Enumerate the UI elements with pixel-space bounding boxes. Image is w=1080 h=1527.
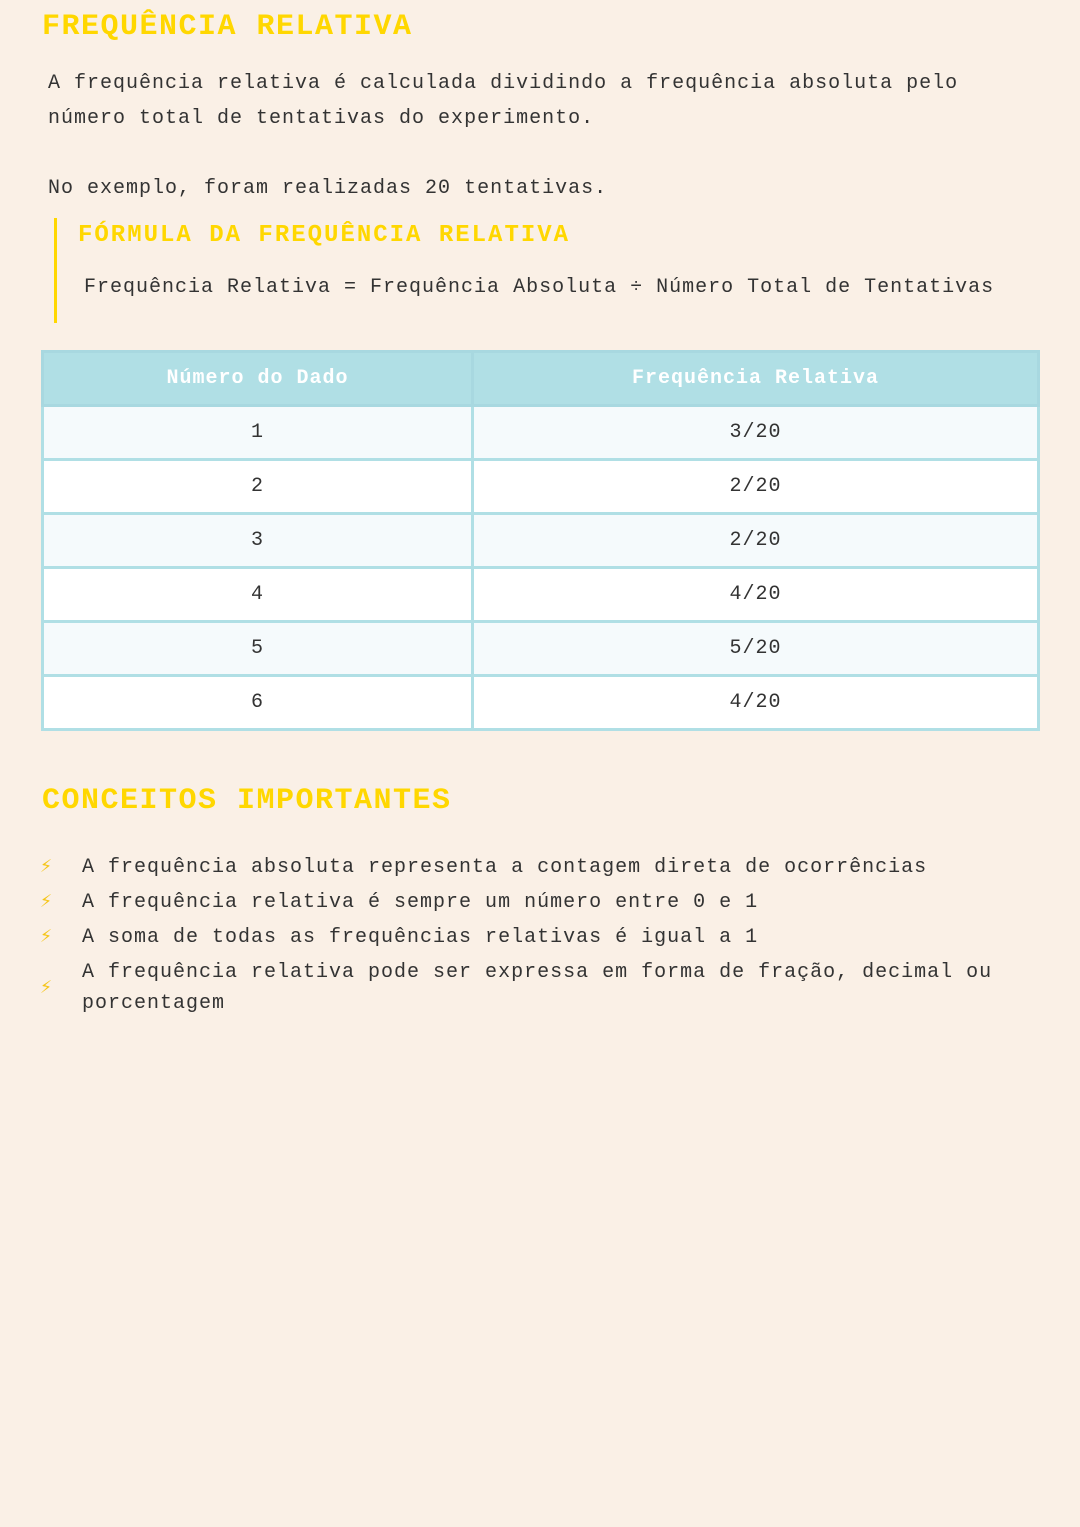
concepts-list: ⚡ A frequência absoluta representa a cont… [40, 852, 1040, 1023]
table-cell: 4/20 [471, 674, 1040, 731]
table-row: 5 5/20 [41, 620, 1040, 677]
formula-box: FÓRMULA DA FREQUÊNCIA RELATIVA Frequênci… [54, 218, 1047, 323]
table-row: 3 2/20 [41, 512, 1040, 569]
lightning-icon: ⚡ [40, 976, 54, 1000]
table-cell: 3 [41, 512, 474, 569]
lightning-icon: ⚡ [40, 856, 54, 879]
table-header-row: Número do Dado Frequência Relativa [41, 350, 1040, 407]
concepts-heading: CONCEITOS IMPORTANTES [42, 784, 452, 818]
table-cell: 5 [41, 620, 474, 677]
table-row: 4 4/20 [41, 566, 1040, 623]
list-item: ⚡ A frequência relativa pode ser expressa… [40, 961, 993, 1015]
table-cell: 3/20 [471, 404, 1040, 461]
table-row: 2 2/20 [41, 458, 1040, 515]
page-title: FREQUÊNCIA RELATIVA [42, 10, 413, 44]
example-paragraph: No exemplo, foram realizadas 20 tentativ… [48, 177, 608, 200]
table-row: 6 4/20 [41, 674, 1040, 731]
relative-frequency-table: Número do Dado Frequência Relativa 1 3/20… [41, 350, 1040, 731]
table-cell: 1 [41, 404, 474, 461]
list-item: ⚡ A frequência relativa é sempre um númer… [40, 887, 1040, 918]
table-cell: 2/20 [471, 458, 1040, 515]
list-item: ⚡ A soma de todas as frequências relativa… [40, 922, 1040, 953]
list-item: ⚡ A frequência absoluta representa a cont… [40, 852, 1040, 883]
table-cell: 2 [41, 458, 474, 515]
table-cell: 6 [41, 674, 474, 731]
column-header: Frequência Relativa [471, 350, 1040, 407]
table-cell: 5/20 [471, 620, 1040, 677]
formula-heading: FÓRMULA DA FREQUÊNCIA RELATIVA [78, 222, 571, 249]
table-cell: 2/20 [471, 512, 1040, 569]
intro-paragraph: A frequência relativa é calculada dividi… [48, 72, 959, 130]
table-cell: 4 [41, 566, 474, 623]
lightning-icon: ⚡ [40, 891, 54, 914]
column-header: Número do Dado [41, 350, 474, 407]
table-row: 1 3/20 [41, 404, 1040, 461]
lightning-icon: ⚡ [40, 926, 54, 949]
formula-text: Frequência Relativa = Frequência Absolut… [84, 276, 995, 299]
table-cell: 4/20 [471, 566, 1040, 623]
